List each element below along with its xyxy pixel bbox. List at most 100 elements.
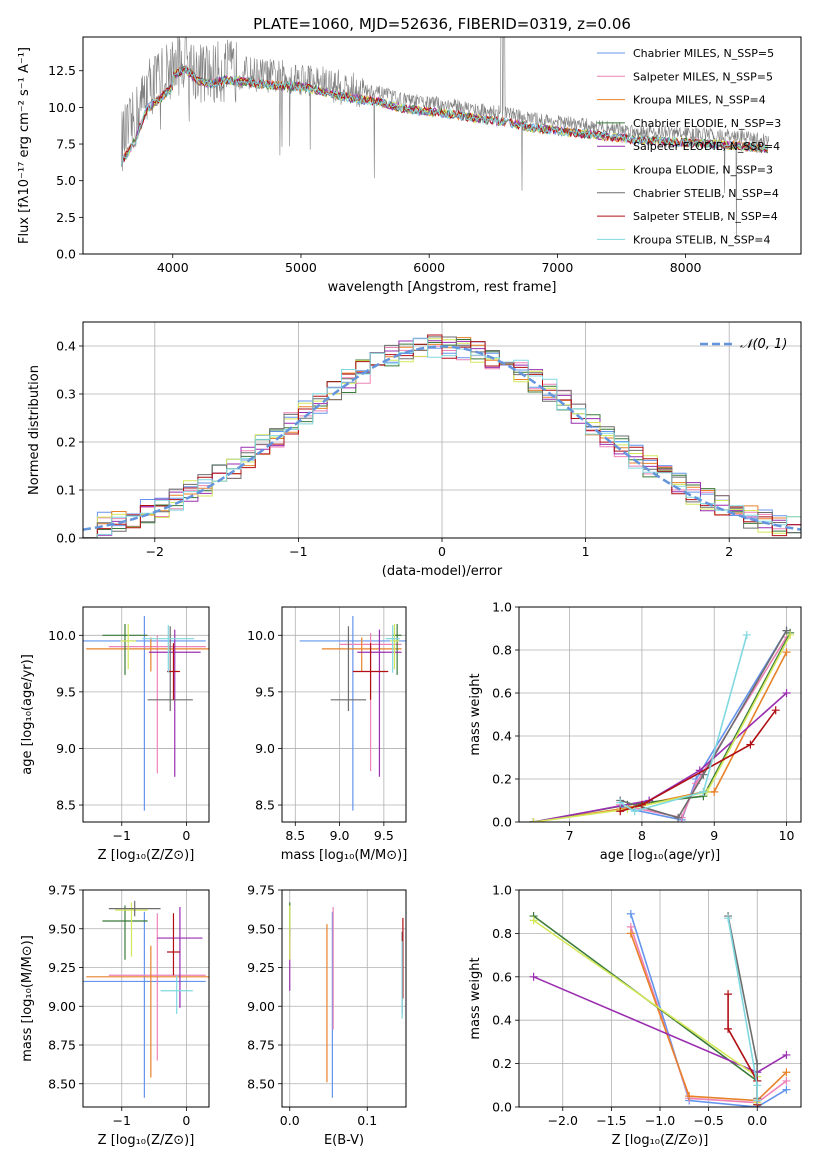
errorbar-point-3 — [86, 945, 209, 1078]
y-tick-label: 10.0 — [48, 100, 76, 115]
data-marker — [724, 914, 733, 923]
y-tick-label: 0.6 — [492, 686, 512, 701]
x-tick-label: −1.5 — [596, 1113, 626, 1128]
model-spectrum-8 — [121, 67, 768, 167]
x-tick-label: 6000 — [413, 260, 445, 275]
y-tick-label: 0.2 — [492, 1056, 512, 1071]
x-axis-label: Z [log₁₀(Z/Z⊙)] — [98, 1133, 195, 1148]
model-spectrum-9 — [121, 65, 769, 167]
axes-frame — [281, 889, 407, 1108]
y-tick-label: 9.00 — [48, 999, 76, 1014]
errorbar-point-6 — [115, 902, 148, 957]
data-marker — [529, 916, 538, 925]
data-marker — [786, 630, 795, 639]
panel-mass-vs-EBV: 0.0 0.1 8.50 8.75 9.00 9.25 9.50 9.75 E(B-V) — [247, 883, 407, 1148]
y-tick-label: 8.50 — [247, 1076, 275, 1091]
errorbar-point-6 — [120, 623, 136, 670]
gridlines — [282, 889, 406, 1107]
y-tick-label: 9.5 — [255, 684, 275, 699]
gridlines — [519, 606, 801, 823]
series-line — [630, 913, 787, 1107]
legend: Chabrier MILES, N_SSP=5 Salpeter MILES, N… — [597, 47, 781, 246]
y-tick-label: 0.8 — [492, 643, 512, 658]
x-tick-label: 10 — [779, 828, 795, 843]
legend-entry: Kroupa STELIB, N_SSP=4 — [633, 233, 771, 246]
gridlines — [282, 607, 406, 822]
y-tick-label: 0.0 — [492, 1100, 512, 1115]
x-tick-label: 0.1 — [357, 1113, 377, 1128]
errorbar-point-1 — [299, 616, 406, 811]
x-tick-label: 0.0 — [747, 1113, 767, 1128]
legend-entry: Salpeter STELIB, N_SSP=4 — [633, 210, 778, 223]
y-tick-label: 9.25 — [48, 960, 76, 975]
y-tick-label: 9.75 — [247, 883, 275, 898]
series-line — [533, 651, 788, 822]
data-marker — [529, 818, 538, 822]
errorbar-point-2 — [108, 635, 206, 774]
y-tick-label: 9.75 — [48, 883, 76, 898]
plot-area — [529, 909, 791, 1107]
y-tick-label: 0.2 — [56, 435, 76, 450]
x-axis-label: (data-model)/error — [382, 564, 503, 579]
data-marker — [616, 807, 625, 816]
series-line — [619, 634, 748, 813]
legend-entry: Salpeter ELODIE, N_SSP=4 — [633, 140, 780, 153]
x-tick-label: 4000 — [157, 260, 189, 275]
x-tick-label: 1 — [582, 544, 590, 559]
x-axis-label: age [log₁₀(age/yr)] — [600, 848, 721, 863]
y-tick-label: 0.0 — [56, 531, 76, 546]
y-tick-label: 0.2 — [492, 772, 512, 787]
y-tick-label: 0.3 — [56, 387, 76, 402]
data-marker — [782, 1068, 791, 1077]
axes-frame — [82, 606, 210, 823]
data-marker — [626, 929, 635, 938]
x-tick-label: −0.5 — [693, 1113, 723, 1128]
x-tick-label: 8 — [638, 828, 646, 843]
y-tick-label: 7.5 — [56, 137, 76, 152]
x-tick-label: 7 — [566, 828, 574, 843]
data-marker — [782, 689, 791, 697]
mass-weight-series-6 — [529, 630, 795, 822]
y-tick-label: 9.50 — [247, 921, 275, 936]
y-tick-label: 2.5 — [56, 210, 76, 225]
gridlines — [519, 889, 801, 1108]
y-tick-label: 5.0 — [56, 173, 76, 188]
y-tick-label: 0.8 — [492, 926, 512, 941]
data-marker — [724, 1024, 733, 1033]
errorbar-point-3 — [321, 637, 402, 672]
x-tick-label: 7000 — [541, 260, 573, 275]
plot-area — [83, 334, 801, 538]
legend-entry: Chabrier ELODIE, N_SSP=3 — [633, 117, 781, 130]
y-tick-label: 10.0 — [247, 628, 275, 643]
y-tick-label: 9.25 — [247, 960, 275, 975]
mass-weight-series-6 — [529, 916, 762, 1107]
x-tick-label: −1 — [113, 828, 131, 843]
y-axis-label: mass weight — [468, 957, 483, 1039]
errorbar-point-9 — [385, 625, 400, 673]
series-line — [630, 933, 787, 1102]
y-tick-label: 8.75 — [48, 1038, 76, 1053]
y-tick-label: 0.1 — [56, 483, 76, 498]
errorbar-point-7 — [147, 626, 193, 712]
mass-weight-series-4 — [529, 628, 795, 822]
panel-age-vs-Z: −1 0 8.5 9.0 9.5 10.0 Z [log₁₀(Z/Z⊙)] age [log₁… — [20, 606, 210, 863]
data-marker — [637, 800, 646, 809]
mass-weight-series-9 — [724, 914, 762, 1105]
errorbar-point-7 — [330, 626, 367, 712]
data-marker — [630, 807, 639, 816]
x-tick-label: 0.0 — [280, 1113, 300, 1128]
x-axis-label: mass [log₁₀(M/M⊙)] — [281, 848, 408, 863]
y-axis-label: mass [log₁₀(M/M⊙)] — [20, 935, 35, 1062]
plot-area — [83, 616, 209, 811]
panel-age-vs-mass: 8.5 9.0 9.5 8.5 9.0 9.5 10.0 mass [log₁₀(M/M⊙)] — [247, 606, 408, 863]
errorbar-point-8 — [167, 913, 180, 976]
data-marker — [782, 648, 791, 657]
x-axis-label: Z [log₁₀(Z/Z⊙)] — [98, 848, 195, 863]
data-marker — [753, 1096, 762, 1105]
panel-weight-vs-Z: −2.0 −1.5 −1.0 −0.5 0.0 0.0 0.2 0.4 0.6 0.8 1.0 Z [… — [468, 883, 802, 1148]
y-tick-label: 0.4 — [492, 1013, 512, 1028]
errorbar-point-9 — [160, 975, 193, 1014]
y-tick-label: 9.5 — [56, 684, 76, 699]
errorbar-point-5 — [148, 629, 201, 777]
data-marker — [782, 626, 791, 635]
